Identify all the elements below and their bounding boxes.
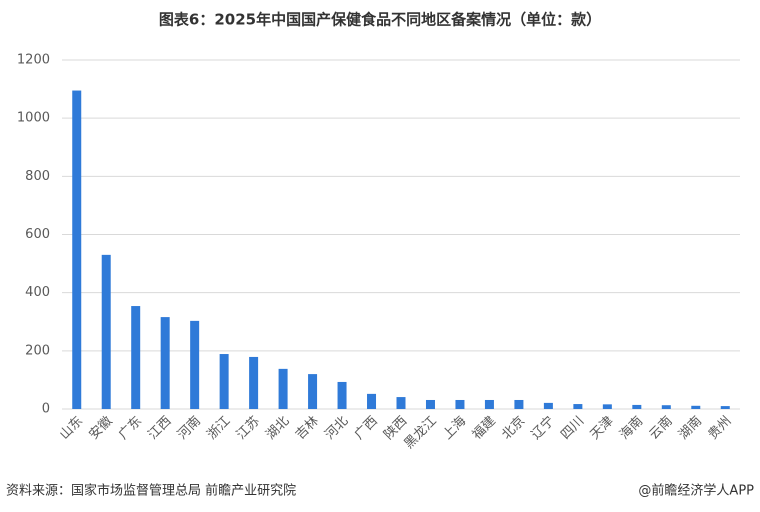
x-tick-label: 江苏 [233, 413, 263, 443]
bar [425, 399, 435, 409]
y-tick-label: 1000 [17, 111, 50, 126]
bar [720, 406, 730, 409]
x-tick-label: 江西 [145, 414, 174, 443]
bar [219, 354, 229, 409]
y-tick-label: 400 [25, 285, 50, 300]
bar [101, 254, 111, 409]
bar [455, 399, 465, 409]
x-tick-label: 北京 [499, 414, 528, 443]
bar [249, 356, 259, 409]
y-tick-label: 800 [25, 169, 50, 184]
x-tick-label: 广东 [116, 414, 145, 443]
source-note: 资料来源：国家市场监督管理总局 前瞻产业研究院 [6, 483, 296, 499]
bar [396, 397, 406, 409]
x-tick-label: 福建 [470, 414, 499, 443]
credit: @前瞻经济学人APP [638, 483, 754, 499]
bar [632, 404, 642, 409]
x-tick-label: 黑龙江 [402, 414, 440, 452]
bar [514, 399, 524, 409]
x-tick-label: 浙江 [204, 414, 233, 443]
x-tick-label: 河北 [322, 414, 351, 443]
bar [543, 402, 553, 409]
bar [278, 368, 288, 409]
bar [691, 405, 701, 409]
bar [190, 320, 200, 409]
y-tick-label: 600 [25, 227, 50, 242]
bar [661, 405, 671, 409]
bar [72, 90, 82, 409]
x-tick-label: 湖南 [675, 413, 705, 443]
bar [602, 404, 612, 409]
x-tick-label: 辽宁 [528, 413, 558, 443]
bar [160, 317, 170, 409]
x-tick-label: 广西 [352, 414, 381, 443]
x-tick-label: 上海 [440, 414, 469, 443]
bar [308, 374, 318, 409]
y-tick-label: 200 [25, 343, 50, 358]
x-tick-label: 海南 [616, 413, 646, 443]
x-tick-label: 河南 [174, 413, 204, 443]
x-tick-label: 贵州 [706, 414, 735, 443]
chart-title: 图表6：2025年中国国产保健食品不同地区备案情况（单位：款） [159, 11, 601, 29]
bar [367, 393, 377, 409]
y-tick-label: 1200 [17, 53, 50, 68]
bar [337, 381, 347, 409]
x-tick-label: 四川 [558, 414, 587, 443]
bar [484, 399, 494, 409]
x-tick-label: 吉林 [293, 414, 322, 443]
x-tick-label: 山东 [57, 414, 86, 443]
bar [573, 404, 583, 409]
x-tick-label: 云南 [646, 413, 676, 443]
x-tick-label: 湖北 [263, 414, 292, 443]
x-tick-label: 天津 [588, 414, 617, 443]
x-tick-label: 安徽 [87, 414, 116, 443]
y-tick-label: 0 [42, 402, 50, 417]
bar [131, 306, 141, 409]
